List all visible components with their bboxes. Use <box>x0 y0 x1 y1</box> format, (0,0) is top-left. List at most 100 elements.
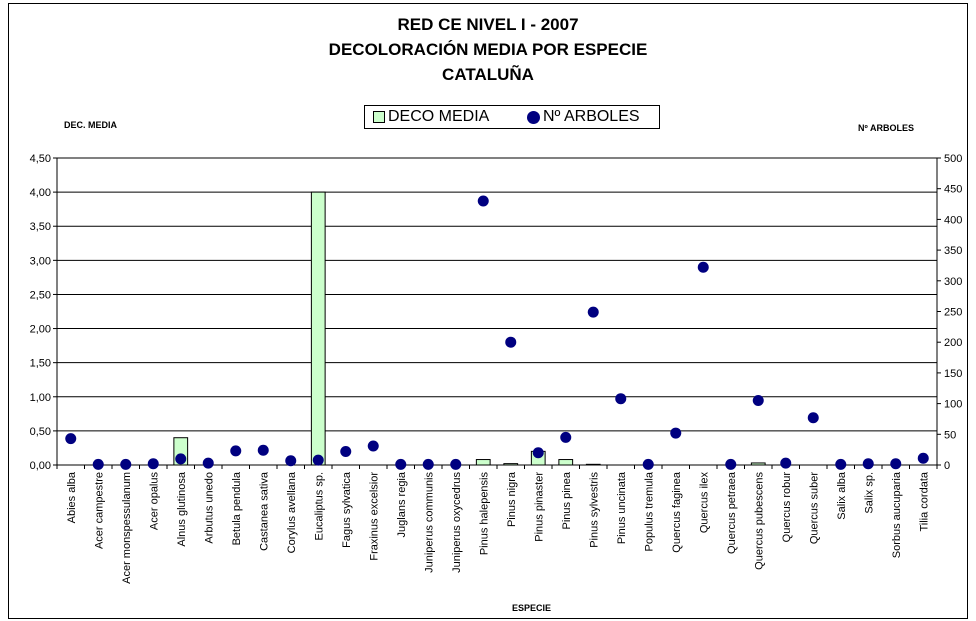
data-point <box>395 458 407 470</box>
data-point <box>615 393 627 405</box>
data-point <box>312 454 324 466</box>
data-point <box>890 458 902 470</box>
data-point <box>917 452 929 464</box>
bar <box>310 191 326 466</box>
x-tick-label: Quercus ilex <box>698 472 710 534</box>
x-tick-label: Pinus pinaster <box>533 472 545 542</box>
data-point <box>147 458 159 470</box>
data-point <box>340 445 352 457</box>
y-left-tick-label: 3,50 <box>30 221 51 233</box>
x-tick-label: Alnus glutinosa <box>176 471 188 546</box>
y-left-tick-label: 1,50 <box>30 358 51 370</box>
y-left-tick-label: 0,00 <box>30 460 51 472</box>
data-point <box>587 306 599 318</box>
bar <box>475 459 491 466</box>
y-right-tick-label: 300 <box>944 276 962 288</box>
data-point <box>642 458 654 470</box>
x-tick-label: Corylus avellana <box>286 471 298 553</box>
x-tick-label: Pinus uncinata <box>616 471 628 544</box>
x-tick-label: Quercus robur <box>781 472 793 543</box>
data-point <box>862 458 874 470</box>
x-tick-label: Salix alba <box>836 471 848 520</box>
data-point <box>560 431 572 443</box>
x-tick-label: Pinus pinea <box>561 471 573 529</box>
x-tick-label: Arbutus unedo <box>203 472 215 544</box>
y-right-tick-label: 50 <box>944 429 956 441</box>
bar <box>558 459 574 466</box>
x-tick-label: Pinus halepensis <box>478 472 490 556</box>
x-axis-title: ESPECIE <box>512 603 552 613</box>
data-point <box>505 336 517 348</box>
data-point <box>257 444 269 456</box>
data-point <box>422 458 434 470</box>
data-point <box>670 427 682 439</box>
y-right-tick-label: 500 <box>944 153 962 165</box>
data-point <box>450 458 462 470</box>
y-right-tick-label: 0 <box>944 460 950 472</box>
x-tick-label: Acer opalus <box>148 472 160 531</box>
y-axis-right-title: Nº ARBOLES <box>858 123 914 133</box>
x-tick-label: Eucaliptus sp. <box>313 472 325 540</box>
x-tick-label: Fraxinus excelsior <box>368 472 380 561</box>
y-right-tick-label: 200 <box>944 337 962 349</box>
x-tick-label: Salix sp. <box>863 472 875 514</box>
chart-title-line-2: DECOLORACIÓN MEDIA POR ESPECIE <box>328 40 648 59</box>
data-point <box>725 458 737 470</box>
x-tick-label: Pinus nigra <box>506 471 518 527</box>
y-right-tick-label: 350 <box>944 245 962 257</box>
y-left-tick-label: 2,00 <box>30 324 51 336</box>
data-point <box>65 433 77 445</box>
x-tick-label: Juglans regia <box>396 471 408 537</box>
x-tick-label: Quercus faginea <box>671 471 683 553</box>
x-tick-label: Quercus suber <box>808 472 820 544</box>
legend-item-n-arboles: Nº ARBOLES <box>527 108 640 126</box>
y-right-tick-label: 400 <box>944 214 962 226</box>
y-left-tick-label: 1,00 <box>30 392 51 404</box>
data-point <box>532 447 544 459</box>
x-tick-label: Juniperus communis <box>423 472 435 573</box>
data-point <box>752 395 764 407</box>
y-axis-left-title: DEC. MEDIA <box>64 120 118 130</box>
legend-label-deco-media: DECO MEDIA <box>388 108 490 125</box>
data-point <box>285 455 297 467</box>
x-tick-label: Castanea sativa <box>258 471 270 551</box>
y-right-tick-label: 150 <box>944 368 962 380</box>
legend-bar-swatch <box>373 111 385 123</box>
x-tick-label: Sorbus aucuparia <box>891 471 903 558</box>
legend-item-deco-media: DECO MEDIA <box>373 108 489 126</box>
data-point <box>230 445 242 457</box>
y-left-tick-label: 4,50 <box>30 153 51 165</box>
data-point <box>175 453 187 465</box>
chart-title-line-3: CATALUÑA <box>442 65 534 84</box>
x-tick-label: Fagus sylvatica <box>341 471 353 548</box>
data-point <box>367 440 379 452</box>
y-right-tick-label: 100 <box>944 399 962 411</box>
chart-title-line-1: RED CE NIVEL I - 2007 <box>397 15 579 34</box>
x-tick-label: Betula pendula <box>231 471 243 545</box>
data-point <box>202 457 214 469</box>
y-right-tick-label: 450 <box>944 184 962 196</box>
y-left-tick-label: 2,50 <box>30 289 51 301</box>
y-left-tick-label: 4,00 <box>30 187 51 199</box>
legend-dot-swatch <box>527 110 540 124</box>
x-tick-label: Tilia cordata <box>918 471 930 531</box>
data-point <box>120 458 132 470</box>
x-tick-label: Abies alba <box>66 471 78 523</box>
y-left-tick-label: 3,00 <box>30 255 51 267</box>
x-tick-label: Acer campestre <box>93 472 105 549</box>
data-point <box>697 261 709 273</box>
data-point <box>477 195 489 207</box>
legend: DECO MEDIA Nº ARBOLES <box>364 105 660 129</box>
legend-label-n-arboles: Nº ARBOLES <box>543 108 640 125</box>
y-left-tick-label: 0,50 <box>30 426 51 438</box>
x-tick-label: Quercus pubescens <box>753 472 765 570</box>
y-right-tick-label: 250 <box>944 307 962 319</box>
x-tick-label: Quercus petraea <box>726 471 738 554</box>
data-point <box>780 457 792 469</box>
x-tick-label: Juniperus oxycedrus <box>451 472 463 573</box>
data-point <box>807 412 819 424</box>
data-point <box>92 458 104 470</box>
x-tick-label: Acer monspessulanum <box>121 472 133 584</box>
x-tick-label: Populus tremula <box>643 471 655 551</box>
